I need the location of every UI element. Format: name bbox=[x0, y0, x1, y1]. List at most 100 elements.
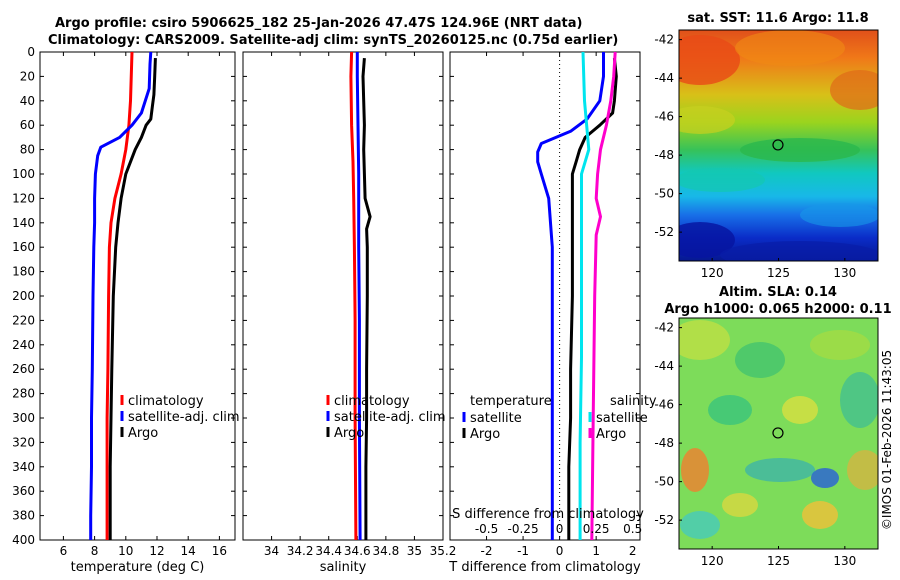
depth-tick-label: 300 bbox=[12, 411, 35, 425]
sst-map bbox=[678, 29, 879, 262]
salinity-series-satellite-adj-clim bbox=[355, 52, 362, 541]
sst_map-argo-location-marker bbox=[772, 139, 784, 151]
difference-series-salinity-argo bbox=[590, 51, 617, 541]
salinity-xtick-label: 34.6 bbox=[344, 544, 371, 558]
temperature-xlabel: temperature (deg C) bbox=[71, 560, 205, 575]
depth-tick-label: 100 bbox=[12, 167, 35, 181]
sst_map-xtick-label: 125 bbox=[767, 266, 790, 280]
depth-tick-label: 340 bbox=[12, 460, 35, 474]
sla_map-argo-location-marker bbox=[772, 427, 784, 439]
sst_map-ytick-label: -52 bbox=[654, 225, 674, 239]
difference-xtick-label: 2 bbox=[629, 544, 637, 558]
difference-series-salinity-satellite bbox=[578, 51, 591, 540]
temperature-xtick-label: 16 bbox=[212, 544, 227, 558]
sla_map-ytick-label: -48 bbox=[654, 436, 674, 450]
salinity-series-climatology bbox=[349, 51, 358, 541]
difference-top-xtick-label: 0.5 bbox=[623, 522, 642, 536]
depth-tick-label: 0 bbox=[27, 45, 35, 59]
salinity-xtick-label: 34.2 bbox=[287, 544, 314, 558]
temperature-legend-label: Argo bbox=[128, 426, 158, 441]
difference-legend-label: satellite bbox=[470, 411, 522, 426]
depth-tick-label: 160 bbox=[12, 240, 35, 254]
sla_map-ytick-label: -46 bbox=[654, 398, 674, 412]
difference-series-temperature-satellite bbox=[536, 52, 605, 540]
sla_map-xtick-label: 120 bbox=[701, 554, 724, 568]
depth-tick-label: 60 bbox=[20, 118, 35, 132]
difference-axes-box bbox=[449, 51, 641, 541]
depth-tick-label: 140 bbox=[12, 216, 35, 230]
difference-series-temperature-argo bbox=[567, 57, 618, 540]
temperature-xtick-label: 10 bbox=[118, 544, 133, 558]
depth-tick-label: 200 bbox=[12, 289, 35, 303]
depth-tick-label: 180 bbox=[12, 265, 35, 279]
difference-top-axis-label: S difference from climatology bbox=[452, 507, 644, 522]
depth-tick-label: 380 bbox=[12, 509, 35, 523]
salinity-xtick-label: 34.4 bbox=[315, 544, 342, 558]
difference-legend-label: Argo bbox=[596, 427, 626, 442]
difference-xtick-label: -2 bbox=[481, 544, 493, 558]
depth-tick-label: 80 bbox=[20, 143, 35, 157]
sst-map-title: sat. SST: 11.6 Argo: 11.8 bbox=[687, 11, 868, 26]
sla-map bbox=[678, 317, 879, 550]
salinity-xlabel: salinity bbox=[320, 560, 367, 575]
salinity-legend-label: Argo bbox=[334, 426, 364, 441]
salinity-xtick-label: 35.2 bbox=[430, 544, 457, 558]
salinity-legend-label: climatology bbox=[334, 394, 410, 409]
difference-xtick-label: 0 bbox=[556, 544, 564, 558]
sst_map-ytick-label: -46 bbox=[654, 110, 674, 124]
credit-text: ©IMOS 01-Feb-2026 11:43:05 bbox=[880, 350, 894, 530]
temperature-xtick-label: 8 bbox=[91, 544, 99, 558]
sst_map-xtick-label: 120 bbox=[701, 266, 724, 280]
difference-legend-label: Argo bbox=[470, 427, 500, 442]
difference-top-xtick-label: 0.25 bbox=[583, 522, 610, 536]
difference-top-xtick-label: 0 bbox=[556, 522, 564, 536]
sst_map-xtick-label: 130 bbox=[833, 266, 856, 280]
temperature-axes-box bbox=[39, 51, 236, 541]
difference-top-xtick-label: -0.25 bbox=[508, 522, 539, 536]
difference-legend-title-salinity: salinity bbox=[610, 394, 657, 409]
depth-tick-label: 280 bbox=[12, 387, 35, 401]
temperature-legend-label: satellite-adj. clim bbox=[128, 410, 240, 425]
sla-map-title-line1: Altim. SLA: 0.14 bbox=[719, 285, 837, 300]
salinity-xtick-label: 34.8 bbox=[372, 544, 399, 558]
sla_map-ytick-label: -44 bbox=[654, 359, 674, 373]
depth-tick-label: 20 bbox=[20, 69, 35, 83]
depth-tick-label: 260 bbox=[12, 362, 35, 376]
sst_map-ytick-label: -44 bbox=[654, 71, 674, 85]
difference-xlabel: T difference from climatology bbox=[448, 560, 641, 575]
temperature-xtick-label: 14 bbox=[181, 544, 196, 558]
depth-tick-label: 400 bbox=[12, 533, 35, 547]
depth-tick-label: 120 bbox=[12, 191, 35, 205]
temperature-xtick-label: 6 bbox=[60, 544, 68, 558]
sst_map-ytick-label: -42 bbox=[654, 33, 674, 47]
sst_map-ytick-label: -48 bbox=[654, 148, 674, 162]
sla_map-xtick-label: 130 bbox=[833, 554, 856, 568]
temperature-xtick-label: 12 bbox=[149, 544, 164, 558]
salinity-xtick-label: 34 bbox=[264, 544, 279, 558]
difference-legend-title-temperature: temperature bbox=[470, 394, 552, 409]
sla_map-ytick-label: -50 bbox=[654, 475, 674, 489]
salinity-axes-box bbox=[242, 51, 444, 541]
difference-legend-label: satellite bbox=[596, 411, 648, 426]
temperature-series-argo bbox=[108, 58, 157, 540]
sla-map-title-line2: Argo h1000: 0.065 h2000: 0.11 bbox=[664, 302, 891, 317]
depth-tick-label: 320 bbox=[12, 435, 35, 449]
salinity-legend-label: satellite-adj. clim bbox=[334, 410, 446, 425]
salinity-xtick-label: 35 bbox=[407, 544, 422, 558]
depth-tick-label: 360 bbox=[12, 484, 35, 498]
sla_map-ytick-label: -42 bbox=[654, 321, 674, 335]
depth-tick-label: 220 bbox=[12, 313, 35, 327]
sst_map-ytick-label: -50 bbox=[654, 187, 674, 201]
depth-tick-label: 40 bbox=[20, 94, 35, 108]
sla_map-xtick-label: 125 bbox=[767, 554, 790, 568]
depth-tick-label: 240 bbox=[12, 338, 35, 352]
temperature-series-satellite-adj-clim bbox=[89, 51, 153, 540]
difference-top-xtick-label: -0.5 bbox=[475, 522, 498, 536]
difference-xtick-label: 1 bbox=[592, 544, 600, 558]
sla_map-ytick-label: -52 bbox=[654, 513, 674, 527]
temperature-legend-label: climatology bbox=[128, 394, 204, 409]
difference-xtick-label: -1 bbox=[517, 544, 529, 558]
figure-title-line1: Argo profile: csiro 5906625_182 25-Jan-2… bbox=[55, 16, 583, 31]
figure-title-line2: Climatology: CARS2009. Satellite-adj cli… bbox=[48, 33, 619, 48]
